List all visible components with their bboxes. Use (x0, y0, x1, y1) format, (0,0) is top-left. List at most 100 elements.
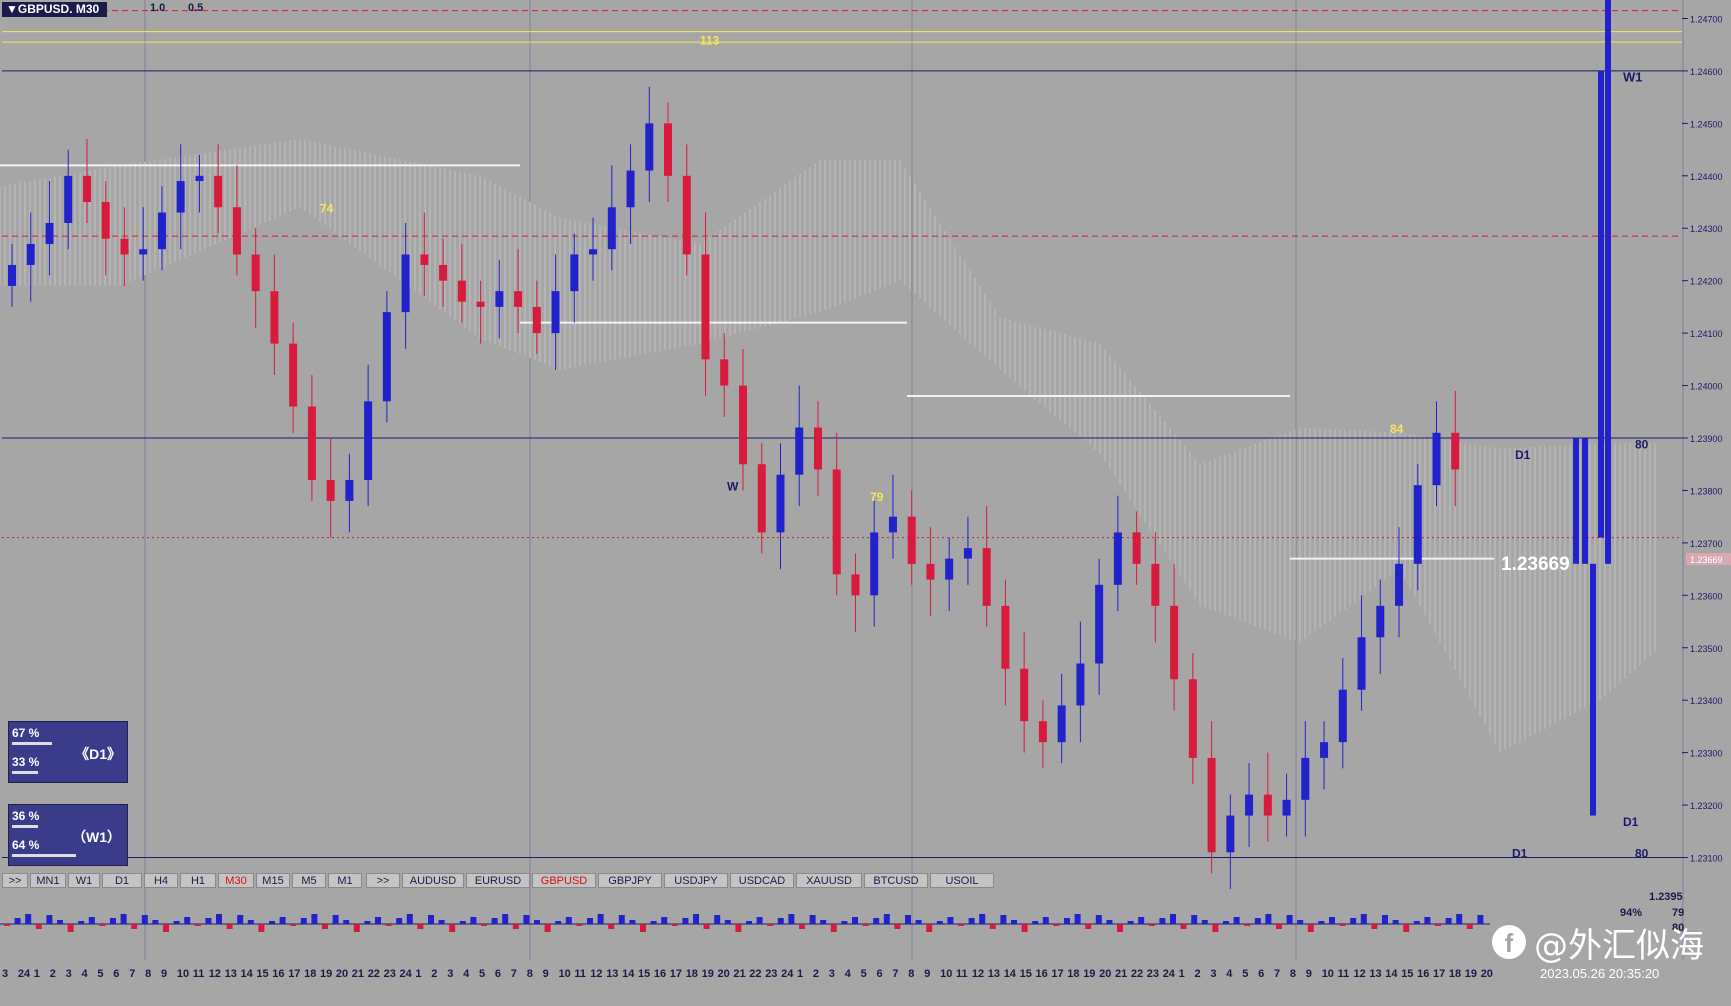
tab-usdjpy[interactable]: USDJPY (664, 873, 728, 888)
sub-hist-bar (1307, 924, 1314, 932)
time-label: 23 (383, 968, 396, 980)
tab-m5[interactable]: M5 (292, 873, 326, 888)
sub-hist-bar (205, 918, 212, 924)
candle-body (1338, 689, 1347, 743)
large-bar-4 (1605, 0, 1611, 564)
time-label: 17 (1433, 968, 1446, 980)
tab-h1[interactable]: H1 (180, 873, 216, 888)
sub-hist-bar (1371, 924, 1378, 929)
time-label: 9 (924, 968, 931, 980)
sub-value-80: 80 (1672, 922, 1685, 934)
candle-body (214, 175, 223, 208)
tab-m30[interactable]: M30 (218, 873, 254, 888)
price-label-15: 1.23200 (1690, 801, 1723, 811)
price-label-9: 1.23800 (1690, 486, 1723, 496)
sub-hist-bar (820, 920, 827, 924)
candle-body (832, 469, 841, 575)
price-label-8: 1.23900 (1690, 434, 1723, 444)
sub-hist-bar (629, 920, 636, 924)
sub-hist-bar (1032, 921, 1039, 924)
sub-hist-bar (194, 924, 201, 926)
sub-hist-bar (682, 918, 689, 924)
tab-btcusd[interactable]: BTCUSD (864, 873, 928, 888)
sub-hist-bar (438, 920, 445, 924)
tab-mn1[interactable]: MN1 (30, 873, 66, 888)
sub-hist-bar (1011, 920, 1017, 924)
time-label: 18 (1448, 968, 1462, 980)
time-label: 16 (272, 968, 285, 980)
time-label: 20 (1480, 968, 1493, 980)
tab-m1[interactable]: M1 (328, 873, 362, 888)
sub-hist-bar (226, 924, 233, 929)
tab-w1[interactable]: W1 (68, 873, 100, 888)
tab-h4[interactable]: H4 (144, 873, 178, 888)
price-label-5: 1.24200 (1690, 277, 1723, 287)
price-label-1: 1.24600 (1690, 67, 1723, 77)
candle-body (589, 249, 598, 255)
candle-body (101, 202, 110, 239)
tab-gbpusd[interactable]: GBPUSD (532, 873, 596, 888)
sub-hist-bar (555, 921, 562, 924)
sub-value-price: 1.2395 (1649, 891, 1683, 903)
candle-body (326, 479, 335, 501)
sub-hist-bar (247, 920, 254, 924)
candle-body (176, 181, 185, 213)
tab-m15[interactable]: M15 (256, 873, 290, 888)
tab-tf-more[interactable]: >> (2, 873, 28, 888)
w1-panel-label: （W1） (72, 829, 121, 845)
sub-hist-bar (1456, 914, 1463, 924)
candle-body (626, 170, 635, 208)
sub-hist-bar (1180, 924, 1187, 929)
sub-hist-bar (120, 914, 127, 924)
sub-hist-bar (35, 924, 42, 929)
sub-hist-bar (1170, 914, 1176, 924)
time-label: 3 (65, 968, 72, 980)
sub-hist-bar (396, 918, 403, 924)
candle-body (1282, 799, 1291, 816)
time-label: 15 (256, 968, 269, 980)
sub-hist-bar (57, 920, 63, 924)
timestamp: 2023.05.26 20:35:20 (1540, 966, 1660, 981)
sub-hist-bar (1138, 917, 1145, 924)
candle-body (1095, 584, 1104, 664)
d1-strength-panel[interactable]: 67 % 33 % 《D1》 (8, 721, 128, 783)
sub-hist-bar (428, 915, 434, 924)
sub-hist-bar (1435, 924, 1441, 926)
candle-body (926, 563, 935, 580)
tab-d1[interactable]: D1 (102, 873, 142, 888)
sub-hist-bar (152, 920, 159, 924)
candle-body (364, 401, 373, 480)
tab-xauusd[interactable]: XAUUSD (796, 873, 862, 888)
tab-eurusd[interactable]: EURUSD (466, 873, 530, 888)
tab-usoil[interactable]: USOIL (930, 873, 994, 888)
w1-strength-panel[interactable]: 36 % 64 % （W1） (8, 804, 128, 866)
time-label: 19 (1464, 968, 1478, 980)
sub-hist-bar (1360, 914, 1367, 924)
sub-hist-bar (1445, 918, 1452, 924)
sub-hist-bar (1233, 917, 1240, 924)
sub-hist-bar (852, 917, 858, 924)
sub-hist-bar (693, 914, 699, 924)
w-label: W (727, 479, 739, 493)
tab-usdcad[interactable]: USDCAD (730, 873, 794, 888)
candle-body (1038, 721, 1047, 743)
price-label-11: 1.23600 (1690, 591, 1723, 601)
time-label: 21 (1115, 968, 1128, 980)
eighty-label-bottom: 80 (1635, 847, 1649, 861)
sub-hist-bar (640, 924, 646, 932)
time-label: 24 (17, 968, 31, 980)
candle-body (757, 464, 766, 533)
price-label-12: 1.23500 (1690, 644, 1723, 654)
tab-symbol-more[interactable]: >> (366, 873, 400, 888)
time-label: 19 (1083, 968, 1096, 980)
sub-hist-bar (873, 918, 880, 924)
candle-body (1376, 605, 1385, 638)
tab-gbpjpy[interactable]: GBPJPY (598, 873, 662, 888)
tab-audusd[interactable]: AUDUSD (402, 873, 464, 888)
symbol-title[interactable]: ▼GBPUSD. M30 (2, 2, 108, 17)
time-label: 16 (653, 968, 667, 980)
sub-hist-bar (78, 921, 85, 924)
candle-body (45, 223, 54, 244)
